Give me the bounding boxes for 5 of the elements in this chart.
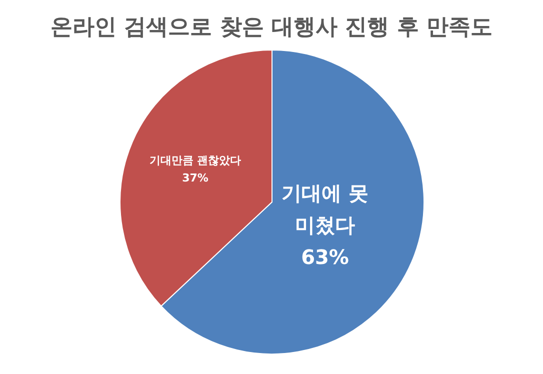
data-label: 37% xyxy=(182,171,208,184)
slice-label: 기대만큼 괜찮았다 xyxy=(149,154,242,167)
chart-title: 온라인 검색으로 찾은 대행사 진행 후 만족도 xyxy=(50,15,492,40)
data-label: 63% xyxy=(301,244,349,269)
slice-label: 기대에 못 미쳤다 xyxy=(282,180,368,237)
